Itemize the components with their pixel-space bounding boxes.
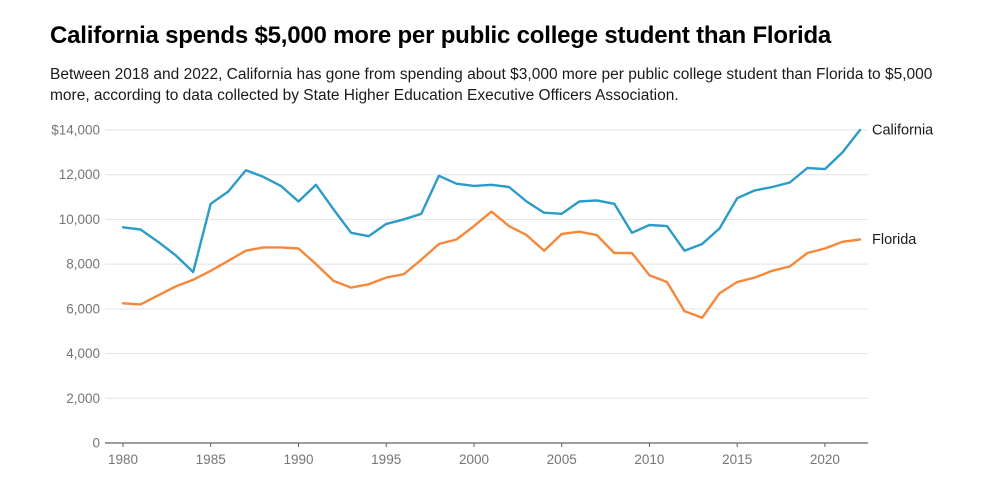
chart-title: California spends $5,000 more per public… — [50, 22, 832, 49]
y-tick-label: 6,000 — [66, 301, 100, 316]
series-line-california — [121, 128, 862, 274]
y-tick-label: 12,000 — [59, 167, 100, 182]
chart-area: $14,000 12,000 10,000 8,000 6,000 4,000 2,000 0… — [0, 112, 1000, 497]
y-tick-label: 2,000 — [66, 391, 100, 406]
x-tick-label: 2020 — [810, 452, 840, 467]
x-tick-label: 2005 — [547, 452, 577, 467]
y-tick-label: 10,000 — [59, 212, 100, 227]
x-tick-label: 1990 — [283, 452, 313, 467]
y-tick-label: 4,000 — [66, 346, 100, 361]
x-tick-label: 1980 — [108, 452, 138, 467]
series-label-california: California — [872, 123, 934, 139]
series-label-florida: Florida — [872, 232, 917, 248]
chart-subtitle: Between 2018 and 2022, California has go… — [50, 66, 933, 105]
x-tick-label: 1985 — [196, 452, 226, 467]
x-tick-label: 2010 — [634, 452, 664, 467]
y-tick-label: 8,000 — [66, 257, 100, 272]
x-tick-label: 2015 — [722, 452, 752, 467]
y-tick-label: $14,000 — [51, 123, 100, 138]
line-chart: $14,000 12,000 10,000 8,000 6,000 4,000 2,000 0… — [51, 123, 934, 468]
x-tick-label: 1995 — [371, 452, 401, 467]
x-tick-label: 2000 — [459, 452, 489, 467]
series-line-florida — [121, 210, 862, 320]
y-tick-label: 0 — [92, 436, 100, 451]
